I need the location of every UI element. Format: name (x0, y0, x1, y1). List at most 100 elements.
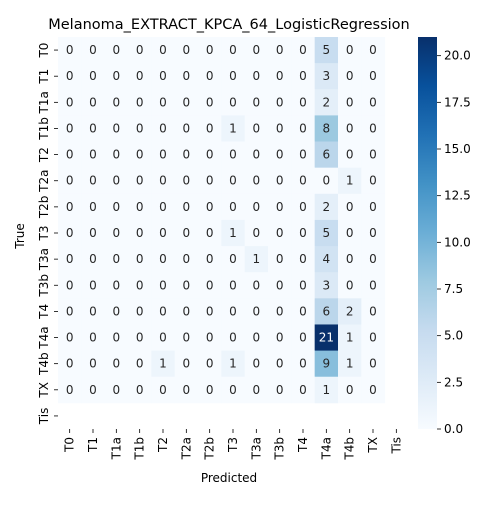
x-tick-label: T1a (109, 437, 123, 460)
heatmap-cell (221, 141, 246, 169)
cell-value-label: 1 (346, 174, 354, 188)
heatmap-cell (128, 246, 152, 273)
heatmap-cell (81, 89, 106, 116)
heatmap-cell (291, 115, 316, 142)
cell-value-label: 0 (183, 95, 191, 109)
heatmap-cell (268, 246, 292, 273)
heatmap-cell (128, 193, 152, 221)
y-tick-label: T1b (37, 117, 51, 141)
cell-value-label: 0 (89, 357, 97, 371)
heatmap-cell (58, 219, 82, 247)
cell-value-label: 0 (136, 278, 144, 292)
cell-value-label: 0 (299, 226, 307, 240)
cell-value-label: 0 (299, 174, 307, 188)
heatmap-cell (338, 63, 362, 90)
heatmap-cell (338, 298, 362, 325)
x-tick-label: T2b (203, 437, 217, 461)
heatmap-cell (338, 115, 362, 142)
heatmap-cell (198, 89, 222, 116)
x-tick-label: T3 (226, 437, 240, 453)
heatmap-cell (314, 167, 339, 195)
heatmap-cell (104, 115, 129, 142)
heatmap-cell (128, 89, 152, 116)
heatmap-cell (314, 89, 339, 116)
heatmap-cell (198, 63, 222, 90)
heatmap-cell (128, 167, 152, 195)
cell-value-label: 0 (369, 278, 377, 292)
heatmap-cell (104, 219, 129, 247)
x-tick-labels: T0 T1 T1a T1b T2 T2a T2b T3 T3a T3b T4 T4a T4b TX Tis (63, 429, 403, 461)
cell-value-label: 0 (66, 69, 74, 83)
heatmap-cell (81, 63, 106, 90)
cell-value-label: 0 (183, 331, 191, 345)
heatmap-cell (81, 37, 106, 64)
heatmap-cell (198, 324, 222, 351)
cell-value-label: 0 (299, 69, 307, 83)
cell-value-label: 0 (276, 69, 284, 83)
cell-value-label: 0 (369, 226, 377, 240)
cell-value-label: 0 (113, 357, 121, 371)
cell-value-label: 0 (89, 95, 97, 109)
heatmap-cell (314, 298, 339, 325)
cell-value-label: 0 (369, 121, 377, 135)
heatmap-cell (128, 37, 152, 64)
cell-value-label: 0 (113, 95, 121, 109)
cell-value-label: 0 (113, 383, 121, 397)
cell-value-label: 2 (323, 200, 331, 214)
heatmap-cell (361, 350, 386, 378)
heatmap-cell (58, 193, 82, 221)
x-tick-label: T1 (86, 437, 100, 453)
cell-value-label: 0 (183, 226, 191, 240)
y-tick-label: T2 (37, 147, 51, 163)
cell-value-label: 0 (206, 95, 214, 109)
cell-value-label: 0 (346, 43, 354, 57)
heatmap-cell (81, 219, 106, 247)
cell-value-label: 0 (66, 383, 74, 397)
cell-value-label: 1 (346, 357, 354, 371)
heatmap-cell (151, 141, 176, 169)
heatmap-cell (128, 298, 152, 325)
heatmap-cell (244, 37, 269, 64)
heatmap-cell (221, 376, 246, 404)
cell-value-label: 0 (346, 121, 354, 135)
heatmap-cell (291, 167, 316, 195)
heatmap-cell (174, 324, 199, 351)
x-tick-label: T4b (343, 437, 357, 461)
cell-value-label: 0 (206, 121, 214, 135)
cell-value-label: 0 (183, 43, 191, 57)
heatmap-cell (151, 63, 176, 90)
cell-value-label: 0 (66, 226, 74, 240)
heatmap-cell (104, 167, 129, 195)
heatmap-cell (221, 37, 246, 64)
cell-value-label: 5 (323, 226, 331, 240)
heatmap-cell (221, 298, 246, 325)
heatmap-cell (221, 63, 246, 90)
heatmap-cell (58, 376, 82, 404)
heatmap-cell (244, 246, 269, 273)
cell-value-label: 0 (229, 148, 237, 162)
cell-value-label: 0 (183, 304, 191, 318)
cell-value-label: 0 (346, 95, 354, 109)
cell-value-label: 6 (323, 304, 331, 318)
cell-value-label: 0 (183, 278, 191, 292)
cell-value-label: 0 (66, 148, 74, 162)
cell-value-label: 0 (113, 121, 121, 135)
cell-value-label: 0 (346, 200, 354, 214)
cell-value-label: 0 (253, 69, 261, 83)
heatmap-cell (81, 272, 106, 299)
colorbar-tick-label: 10.0 (444, 235, 471, 249)
heatmap-cell (361, 324, 386, 351)
heatmap-cell (221, 167, 246, 195)
heatmap-cell (291, 89, 316, 116)
heatmap-cell (268, 141, 292, 169)
cell-value-label: 0 (183, 252, 191, 266)
heatmap-cell (338, 324, 362, 351)
cell-value-label: 0 (136, 148, 144, 162)
y-tick-label: T3b (37, 274, 51, 298)
heatmap-cell (198, 37, 222, 64)
cell-value-label: 0 (136, 383, 144, 397)
cell-value-label: 0 (159, 383, 167, 397)
heatmap-cell (151, 219, 176, 247)
cell-value-label: 0 (113, 226, 121, 240)
